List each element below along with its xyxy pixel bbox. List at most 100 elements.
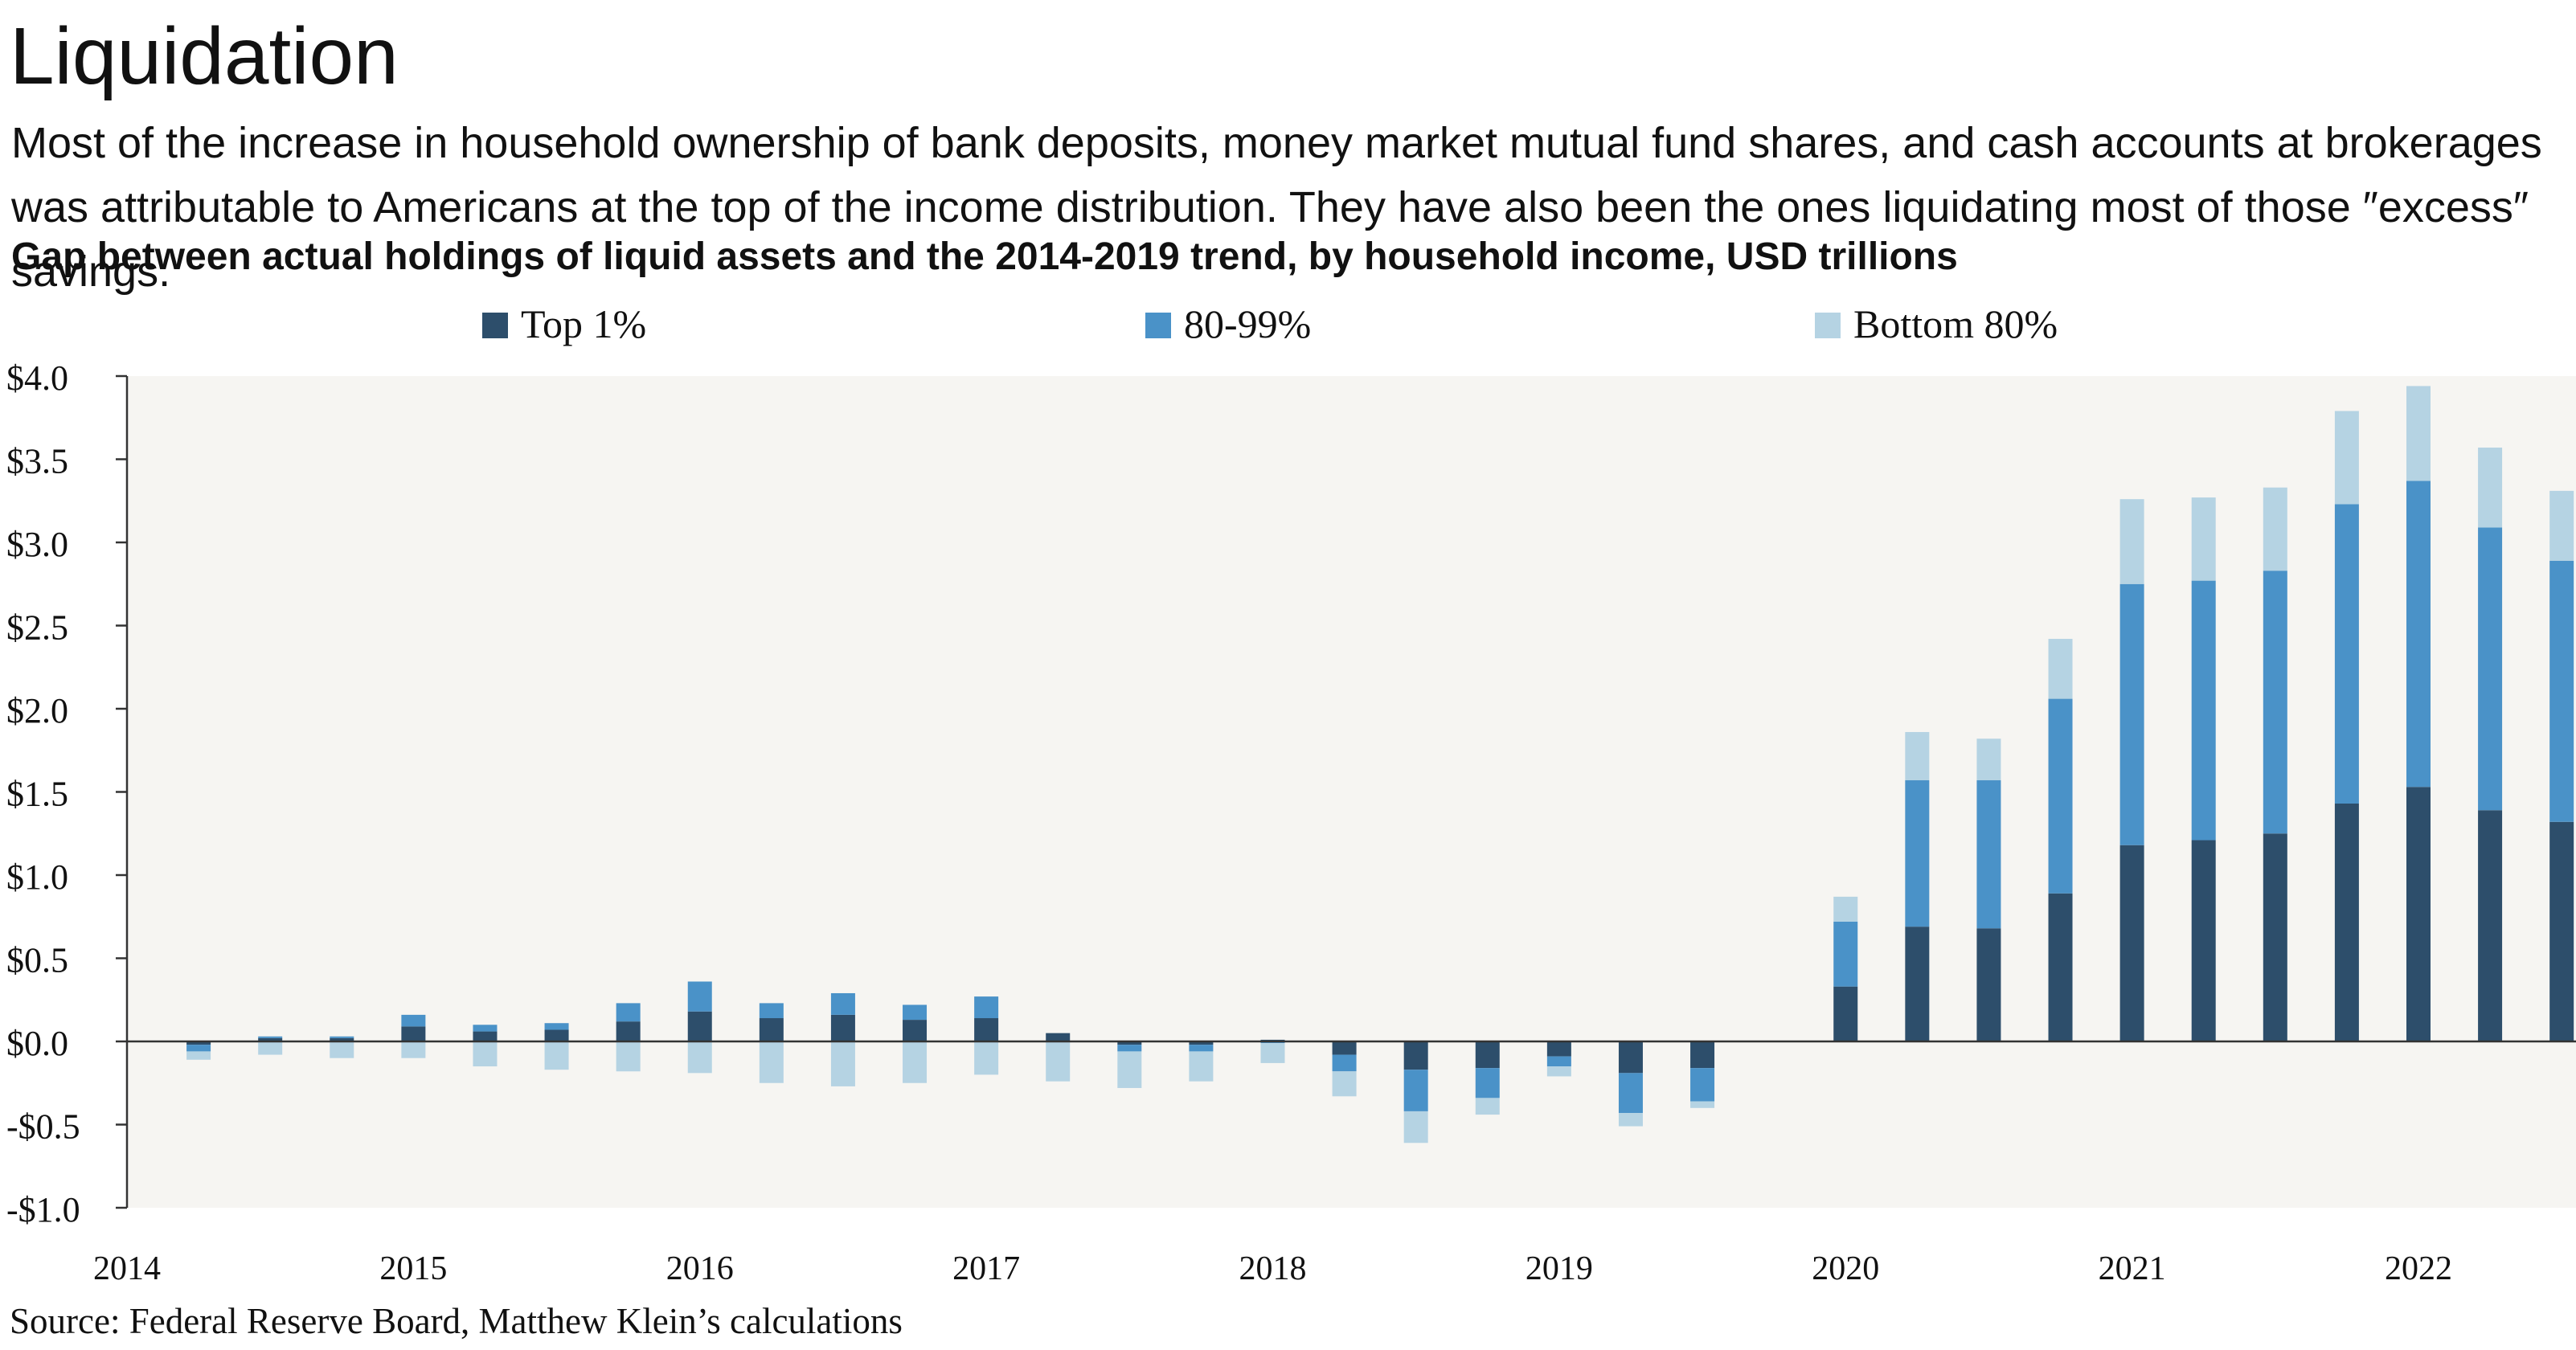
bar-p80_99-31 [2406,481,2431,788]
bar-bottom80-4 [473,1041,498,1067]
source-note: Source: Federal Reserve Board, Matthew K… [10,1301,903,1341]
bar-bottom80-13 [1117,1051,1142,1088]
bar-p80_99-8 [759,1003,784,1019]
legend-label-top1: Top 1% [521,301,646,346]
bar-bottom80-14 [1189,1051,1214,1082]
bar-bottom80-26 [2048,639,2073,699]
bar-bottom80-17 [1403,1111,1428,1143]
x-tick-label: 2016 [666,1250,734,1287]
x-tick-label: 2019 [1526,1250,1593,1287]
bar-top1-25 [1976,928,2001,1041]
bar-top1-27 [2119,845,2144,1041]
bar-p80_99-17 [1403,1070,1428,1111]
bar-p80_99-1 [258,1036,283,1038]
bar-p80_99-13 [1117,1045,1142,1052]
bar-p80_99-33 [2549,560,2574,822]
y-tick-label: -$1.0 [6,1190,80,1229]
bar-bottom80-7 [687,1041,712,1074]
bar-p80_99-28 [2191,580,2216,841]
bar-top1-12 [1046,1033,1071,1041]
bar-p80_99-11 [974,996,999,1019]
bar-bottom80-27 [2119,499,2144,584]
bar-bottom80-10 [903,1041,928,1083]
bar-bottom80-3 [401,1041,426,1058]
bar-top1-17 [1403,1041,1428,1070]
bar-bottom80-25 [1976,738,2001,781]
x-tick-label: 2014 [93,1250,161,1287]
bar-p80_99-20 [1618,1073,1643,1114]
bar-bottom80-1 [258,1041,283,1055]
bar-top1-18 [1475,1041,1500,1069]
bar-p80_99-26 [2048,698,2073,894]
bar-bottom80-2 [330,1041,354,1058]
bars [186,386,2574,1143]
bar-top1-7 [687,1011,712,1041]
bar-bottom80-23 [1833,896,1858,922]
bar-bottom80-21 [1690,1101,1715,1108]
bar-top1-24 [1905,927,1930,1041]
bar-p80_99-23 [1833,921,1858,987]
bar-p80_99-10 [903,1004,928,1021]
bar-bottom80-32 [2478,448,2503,528]
bar-top1-33 [2549,821,2574,1041]
bar-bottom80-20 [1618,1113,1643,1127]
bar-bottom80-28 [2191,497,2216,581]
y-tick-label: $0.0 [6,1024,68,1063]
bar-top1-31 [2406,787,2431,1041]
bar-top1-30 [2334,803,2359,1041]
bar-bottom80-8 [759,1041,784,1083]
y-tick-label: $2.5 [6,608,68,648]
bar-p80_99-16 [1332,1054,1357,1072]
legend-swatch-p80_99 [1145,313,1171,338]
bar-top1-29 [2263,833,2287,1041]
bar-p80_99-3 [401,1014,426,1027]
legend: Top 1% 80-99% Bottom 80% [482,301,2058,346]
chart-title: Liquidation [10,11,399,101]
y-tick-label: -$0.5 [6,1107,80,1147]
bar-top1-5 [544,1029,569,1041]
bar-top1-8 [759,1018,784,1041]
x-tick-label: 2015 [379,1250,447,1287]
bar-top1-20 [1618,1041,1643,1074]
bar-top1-13 [1117,1041,1142,1045]
bar-bottom80-9 [830,1041,855,1086]
bar-top1-19 [1546,1041,1571,1057]
legend-swatch-top1 [482,313,508,338]
x-tick-label: 2021 [2099,1250,2166,1287]
bar-bottom80-18 [1475,1098,1500,1115]
bar-p80_99-6 [616,1003,641,1022]
bar-bottom80-29 [2263,487,2287,571]
legend-label-p80_99: 80-99% [1184,301,1311,346]
legend-label-bottom80: Bottom 80% [1853,301,2058,346]
bar-bottom80-33 [2549,490,2574,561]
bar-p80_99-7 [687,981,712,1012]
y-tick-label: $3.5 [6,442,68,481]
bar-p80_99-27 [2119,583,2144,845]
bar-top1-26 [2048,893,2073,1041]
bar-p80_99-0 [186,1045,211,1052]
bar-bottom80-11 [974,1041,999,1075]
chart-heading: Gap between actual holdings of liquid as… [11,235,1958,278]
bar-p80_99-2 [330,1036,354,1038]
bar-p80_99-9 [830,992,855,1015]
bar-bottom80-15 [1260,1043,1285,1063]
axes: -$1.0 -$0.5 $0.0 $0.5 $1.0 $1.5 $2.0 $2.5 $3.0 $3… [6,358,2576,1287]
bar-bottom80-19 [1546,1066,1571,1077]
bar-p80_99-19 [1546,1056,1571,1067]
bar-bottom80-5 [544,1041,569,1070]
bar-p80_99-5 [544,1023,569,1030]
bar-top1-21 [1690,1041,1715,1069]
bar-top1-28 [2191,840,2216,1041]
bar-top1-10 [903,1020,928,1041]
bar-top1-0 [186,1041,211,1045]
bar-top1-23 [1833,986,1858,1041]
x-tick-label: 2018 [1239,1250,1306,1287]
bar-bottom80-31 [2406,386,2431,481]
bar-bottom80-16 [1332,1071,1357,1097]
bar-bottom80-0 [186,1051,211,1060]
bar-p80_99-32 [2478,527,2503,811]
bar-top1-2 [330,1037,354,1041]
bar-top1-1 [258,1037,283,1041]
y-tick-label: $1.5 [6,775,68,814]
